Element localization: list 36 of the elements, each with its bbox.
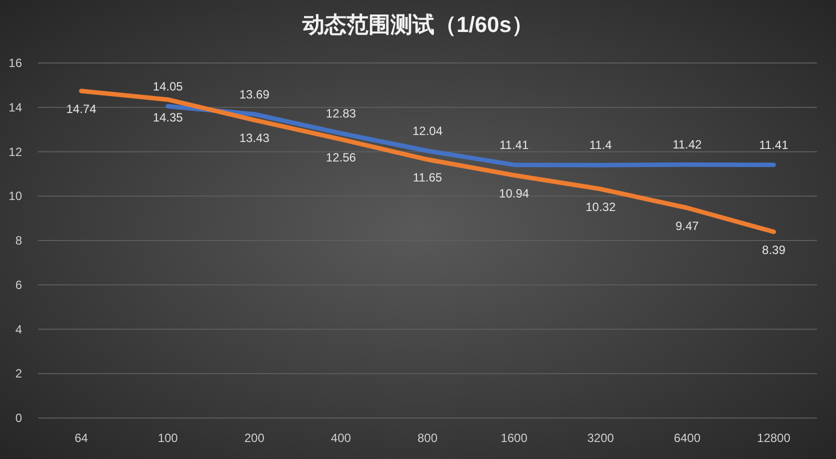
x-tick-label: 400 [330,431,352,445]
data-label: 14.05 [152,79,184,94]
data-label: 11.65 [412,170,442,185]
chart-title: 动态范围测试（1/60s） [301,12,534,37]
y-tick-label: 0 [15,411,22,425]
x-tick-label: 12800 [757,431,791,445]
x-tick-label: 64 [74,431,88,445]
x-tick-label: 6400 [674,431,701,445]
data-label: 8.39 [762,242,786,257]
data-label: 12.04 [412,124,443,138]
data-label: 11.42 [672,138,702,152]
data-label: 11.41 [759,138,789,152]
data-label: 12.83 [326,106,356,120]
data-label: 13.69 [239,87,270,102]
y-tick-label: 8 [15,234,22,248]
y-tick-label: 10 [8,189,22,204]
x-tick-label: 200 [244,431,265,445]
y-tick-label: 2 [15,366,22,381]
data-label: 14.35 [152,110,184,125]
data-label: 11.41 [499,138,529,152]
y-tick-label: 6 [15,278,22,292]
data-label: 10.94 [499,186,530,200]
x-tick-label: 100 [158,431,178,445]
x-tick-label: 800 [417,431,438,445]
y-tick-label: 4 [15,322,22,336]
data-label: 11.4 [589,138,612,152]
x-tick-label: 1600 [500,431,528,445]
data-label: 12.56 [326,150,356,164]
y-tick-label: 16 [8,56,22,70]
y-tick-label: 14 [8,100,22,114]
x-tick-label: 3200 [587,431,614,445]
data-label: 9.47 [675,218,700,233]
data-label: 14.74 [66,102,97,116]
data-label: 13.43 [239,131,270,146]
data-label: 10.32 [586,200,616,214]
y-tick-label: 12 [8,144,22,159]
